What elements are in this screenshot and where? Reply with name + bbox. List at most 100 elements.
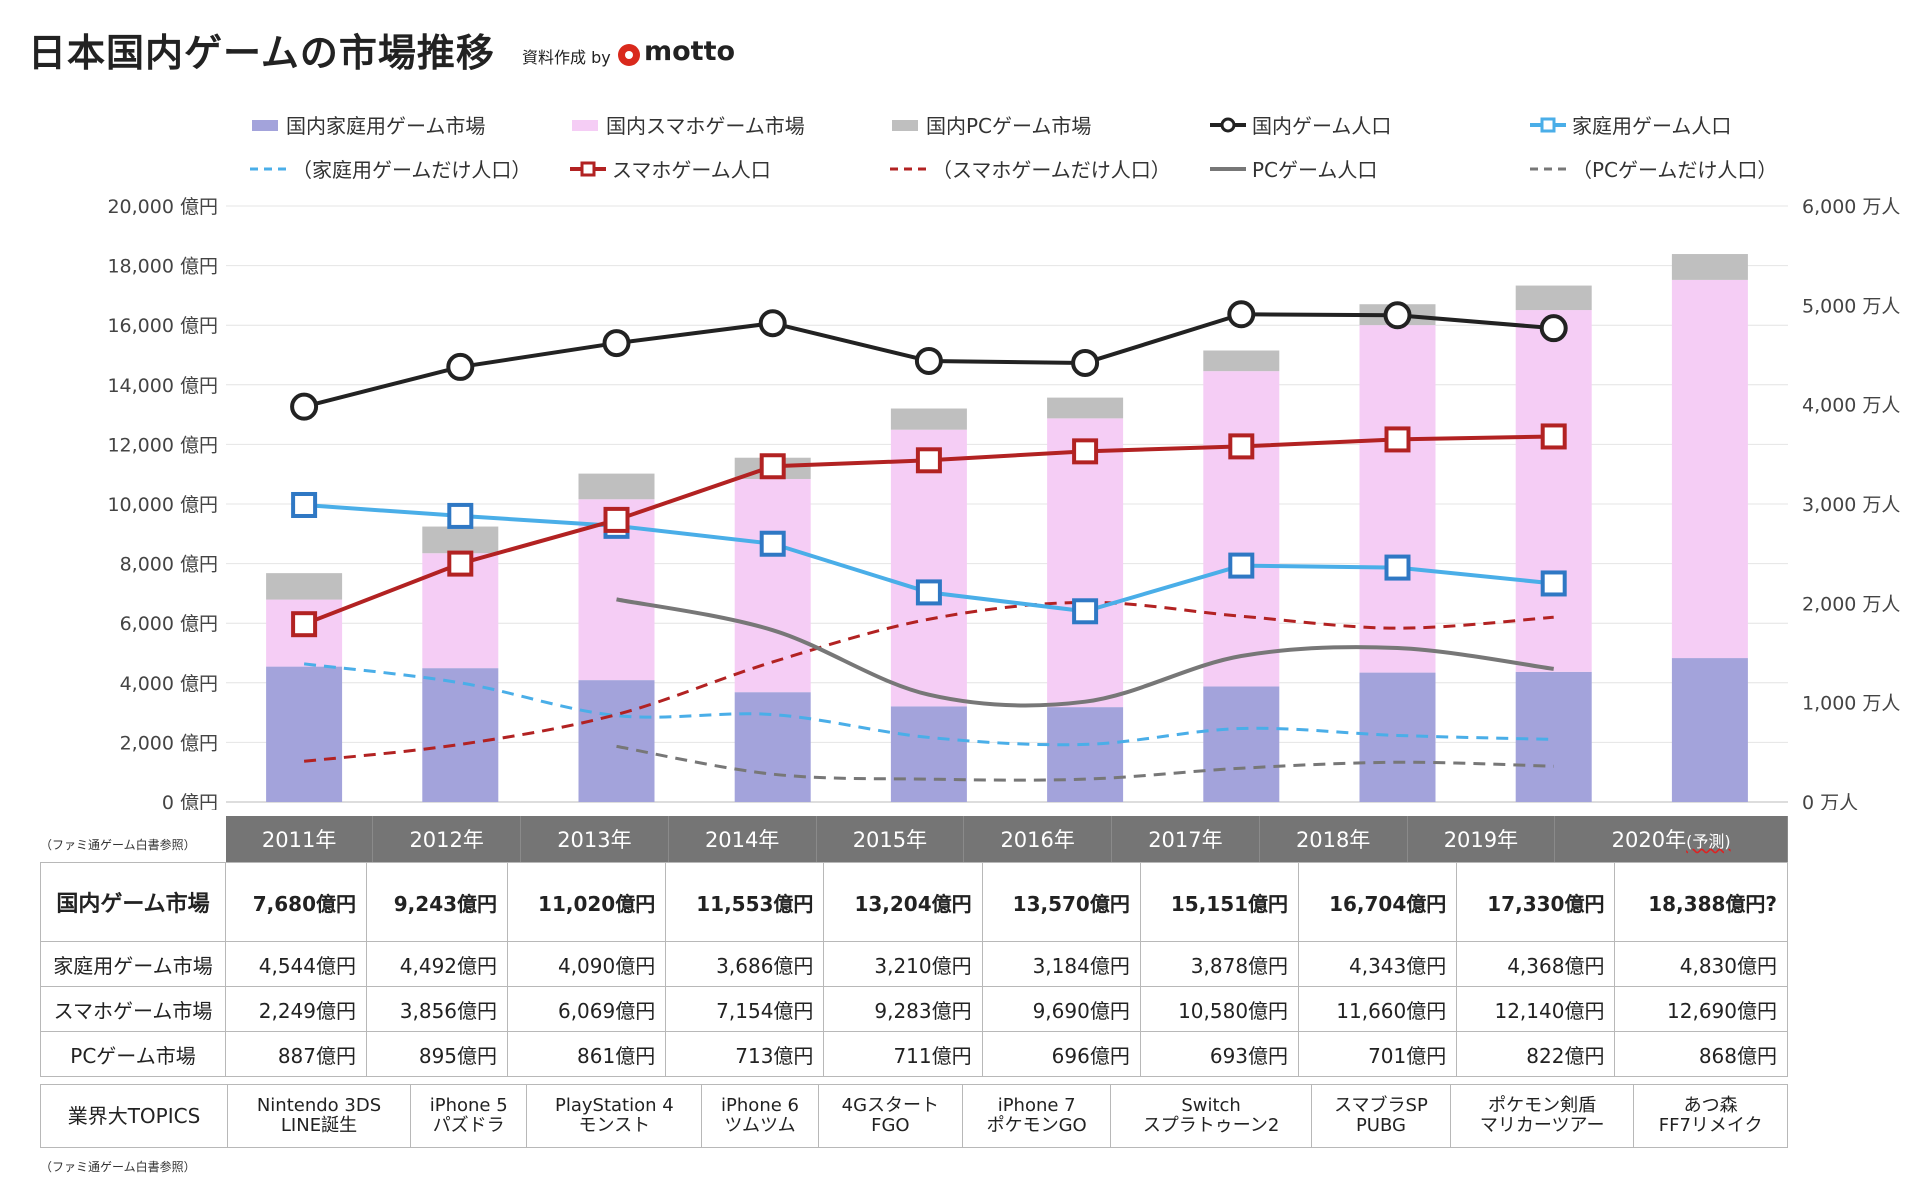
table-cell: 11,020億円 — [507, 862, 667, 942]
row-header: PCゲーム市場 — [40, 1031, 226, 1077]
table-cell: 868億円 — [1614, 1031, 1788, 1077]
topics-table: 業界大TOPICS Nintendo 3DS LINE誕生 iPhone 5 パズドラ P… — [40, 1084, 1788, 1148]
legend-label: （家庭用ゲームだけ人口） — [292, 158, 532, 182]
topic-cell: iPhone 6 ツムツム — [701, 1084, 819, 1148]
table-cell: 713億円 — [665, 1031, 825, 1077]
bar-segment — [1203, 350, 1280, 372]
table-cell: 2,249億円 — [224, 986, 368, 1032]
bar-segment — [1047, 707, 1124, 802]
bar-segment — [422, 526, 499, 554]
data-point — [602, 329, 631, 358]
legend-item: （PCゲームだけ人口） — [1528, 154, 1777, 183]
year-header-cell: 2012年 — [372, 816, 522, 862]
table-cell: 10,580億円 — [1139, 986, 1300, 1032]
bar-segment — [1515, 285, 1592, 311]
bar-segment — [578, 473, 655, 500]
topic-cell: iPhone 7 ポケモンGO — [962, 1084, 1112, 1148]
topic-line: ツムツム — [724, 1115, 796, 1136]
legend-label: 国内ゲーム人口 — [1252, 114, 1392, 138]
table-cell: 13,204億円 — [823, 862, 983, 942]
market-data-table: 国内ゲーム市場 7,680億円 9,243億円 11,020億円 11,553億円 13,… — [40, 862, 1788, 1077]
data-point — [290, 392, 319, 421]
topic-cell: スマブラSP PUBG — [1310, 1084, 1451, 1148]
topic-cell: iPhone 5 パズドラ — [410, 1084, 528, 1148]
series-line — [303, 662, 1554, 747]
series-line — [303, 600, 1554, 763]
y-left-tick-label: 2,000 億円 — [120, 732, 218, 754]
table-cell: 4,090億円 — [507, 941, 667, 987]
brand-name: motto — [644, 36, 736, 67]
bar-segment — [1671, 658, 1748, 802]
data-point — [758, 309, 787, 338]
bar-segment — [578, 680, 655, 802]
table-row-pc: PCゲーム市場 887億円 895億円 861億円 713億円 711億円 696億円 693… — [40, 1031, 1788, 1077]
table-row-console: 家庭用ゲーム市場 4,544億円 4,492億円 4,090億円 3,686億円 3,21… — [40, 941, 1788, 987]
topic-line: FGO — [871, 1115, 910, 1136]
y-left-tick-label: 10,000 億円 — [107, 494, 218, 516]
credit-text: 資料作成 by — [522, 48, 611, 67]
data-point — [291, 491, 318, 518]
year-header-cell: 2019年 — [1407, 816, 1556, 862]
topic-cell: Switch スプラトゥーン2 — [1110, 1084, 1312, 1148]
legend-label: スマホゲーム人口 — [612, 158, 771, 182]
legend-label: PCゲーム人口 — [1252, 158, 1378, 182]
data-point — [1071, 348, 1100, 377]
data-point — [1540, 570, 1567, 597]
bar-segment — [1203, 371, 1280, 687]
y-left-tick-label: 8,000 億円 — [120, 554, 218, 576]
topic-line: 4Gスタート — [841, 1095, 940, 1116]
topic-cell: Nintendo 3DS LINE誕生 — [226, 1084, 412, 1148]
series-line — [616, 744, 1554, 782]
y-left-tick-label: 0 億円 — [162, 792, 218, 810]
year-header-cell: 2016年 — [963, 816, 1113, 862]
bar-segment — [422, 668, 499, 802]
topic-line: あつ森 — [1683, 1095, 1738, 1116]
table-cell: 701億円 — [1298, 1031, 1458, 1077]
year-header-cell: 2014年 — [668, 816, 817, 862]
data-point — [1227, 300, 1256, 329]
table-cell: 696億円 — [981, 1031, 1141, 1077]
y-left-tick-label: 16,000 億円 — [107, 315, 218, 337]
table-cell: 7,154億円 — [665, 986, 825, 1032]
table-cell: 12,690億円 — [1614, 986, 1788, 1032]
topic-line: iPhone 7 — [997, 1095, 1076, 1116]
source-note-top: （ファミ通ゲーム白書参照） — [40, 838, 196, 852]
topic-cell: あつ森 FF7リメイク — [1633, 1084, 1788, 1148]
topic-line: モンスト — [578, 1115, 651, 1136]
legend-item: （家庭用ゲームだけ人口） — [248, 154, 531, 183]
bar-segment — [890, 429, 967, 707]
table-cell: 16,704億円 — [1298, 862, 1458, 942]
data-point — [603, 506, 630, 533]
legend-label: 家庭用ゲーム人口 — [1572, 114, 1732, 138]
topic-cell: PlayStation 4 モンスト — [526, 1084, 703, 1148]
topic-line: Nintendo 3DS — [256, 1095, 382, 1116]
topic-line: パズドラ — [432, 1115, 505, 1136]
data-point — [914, 346, 943, 375]
topic-line: スプラトゥーン2 — [1142, 1115, 1280, 1136]
topic-line: LINE誕生 — [280, 1115, 358, 1136]
bar-segment — [890, 706, 967, 802]
data-point — [1384, 426, 1411, 453]
data-point — [915, 579, 942, 606]
row-header: 業界大TOPICS — [40, 1084, 228, 1148]
legend-item: （スマホゲームだけ人口） — [888, 154, 1171, 183]
topic-line: マリカーツアー — [1479, 1115, 1605, 1136]
market-chart: 20,000 億円 18,000 億円 16,000 億円 14,000 億円 12,0… — [107, 196, 1900, 810]
table-cell: 11,660億円 — [1298, 986, 1458, 1032]
legend-item: 国内家庭用ゲーム市場 — [248, 110, 485, 139]
table-cell: 3,686億円 — [665, 941, 825, 987]
y-left-tick-label: 12,000 億円 — [107, 434, 218, 456]
bar-segment — [734, 692, 811, 802]
table-row-mobile: スマホゲーム市場 2,249億円 3,856億円 6,069億円 7,154億円 9,28… — [40, 986, 1788, 1032]
table-cell: 4,830億円 — [1614, 941, 1788, 987]
legend-label: （スマホゲームだけ人口） — [932, 158, 1171, 182]
chart-legend: 国内家庭用ゲーム市場 国内スマホゲーム市場 国内PCゲーム市場 国内ゲーム人口 家庭用ゲ… — [248, 110, 1777, 190]
topic-line: スマブラSP — [1334, 1095, 1428, 1116]
bar-segment — [1047, 397, 1124, 419]
bar-segment — [1671, 279, 1748, 659]
topic-line: PUBG — [1355, 1115, 1406, 1136]
y-right-tick-label: 3,000 万人 — [1802, 494, 1900, 516]
year-header-cell: 2013年 — [520, 816, 669, 862]
page-title: 日本国内ゲームの市場推移 — [28, 31, 495, 75]
bar-segment — [1671, 254, 1748, 280]
